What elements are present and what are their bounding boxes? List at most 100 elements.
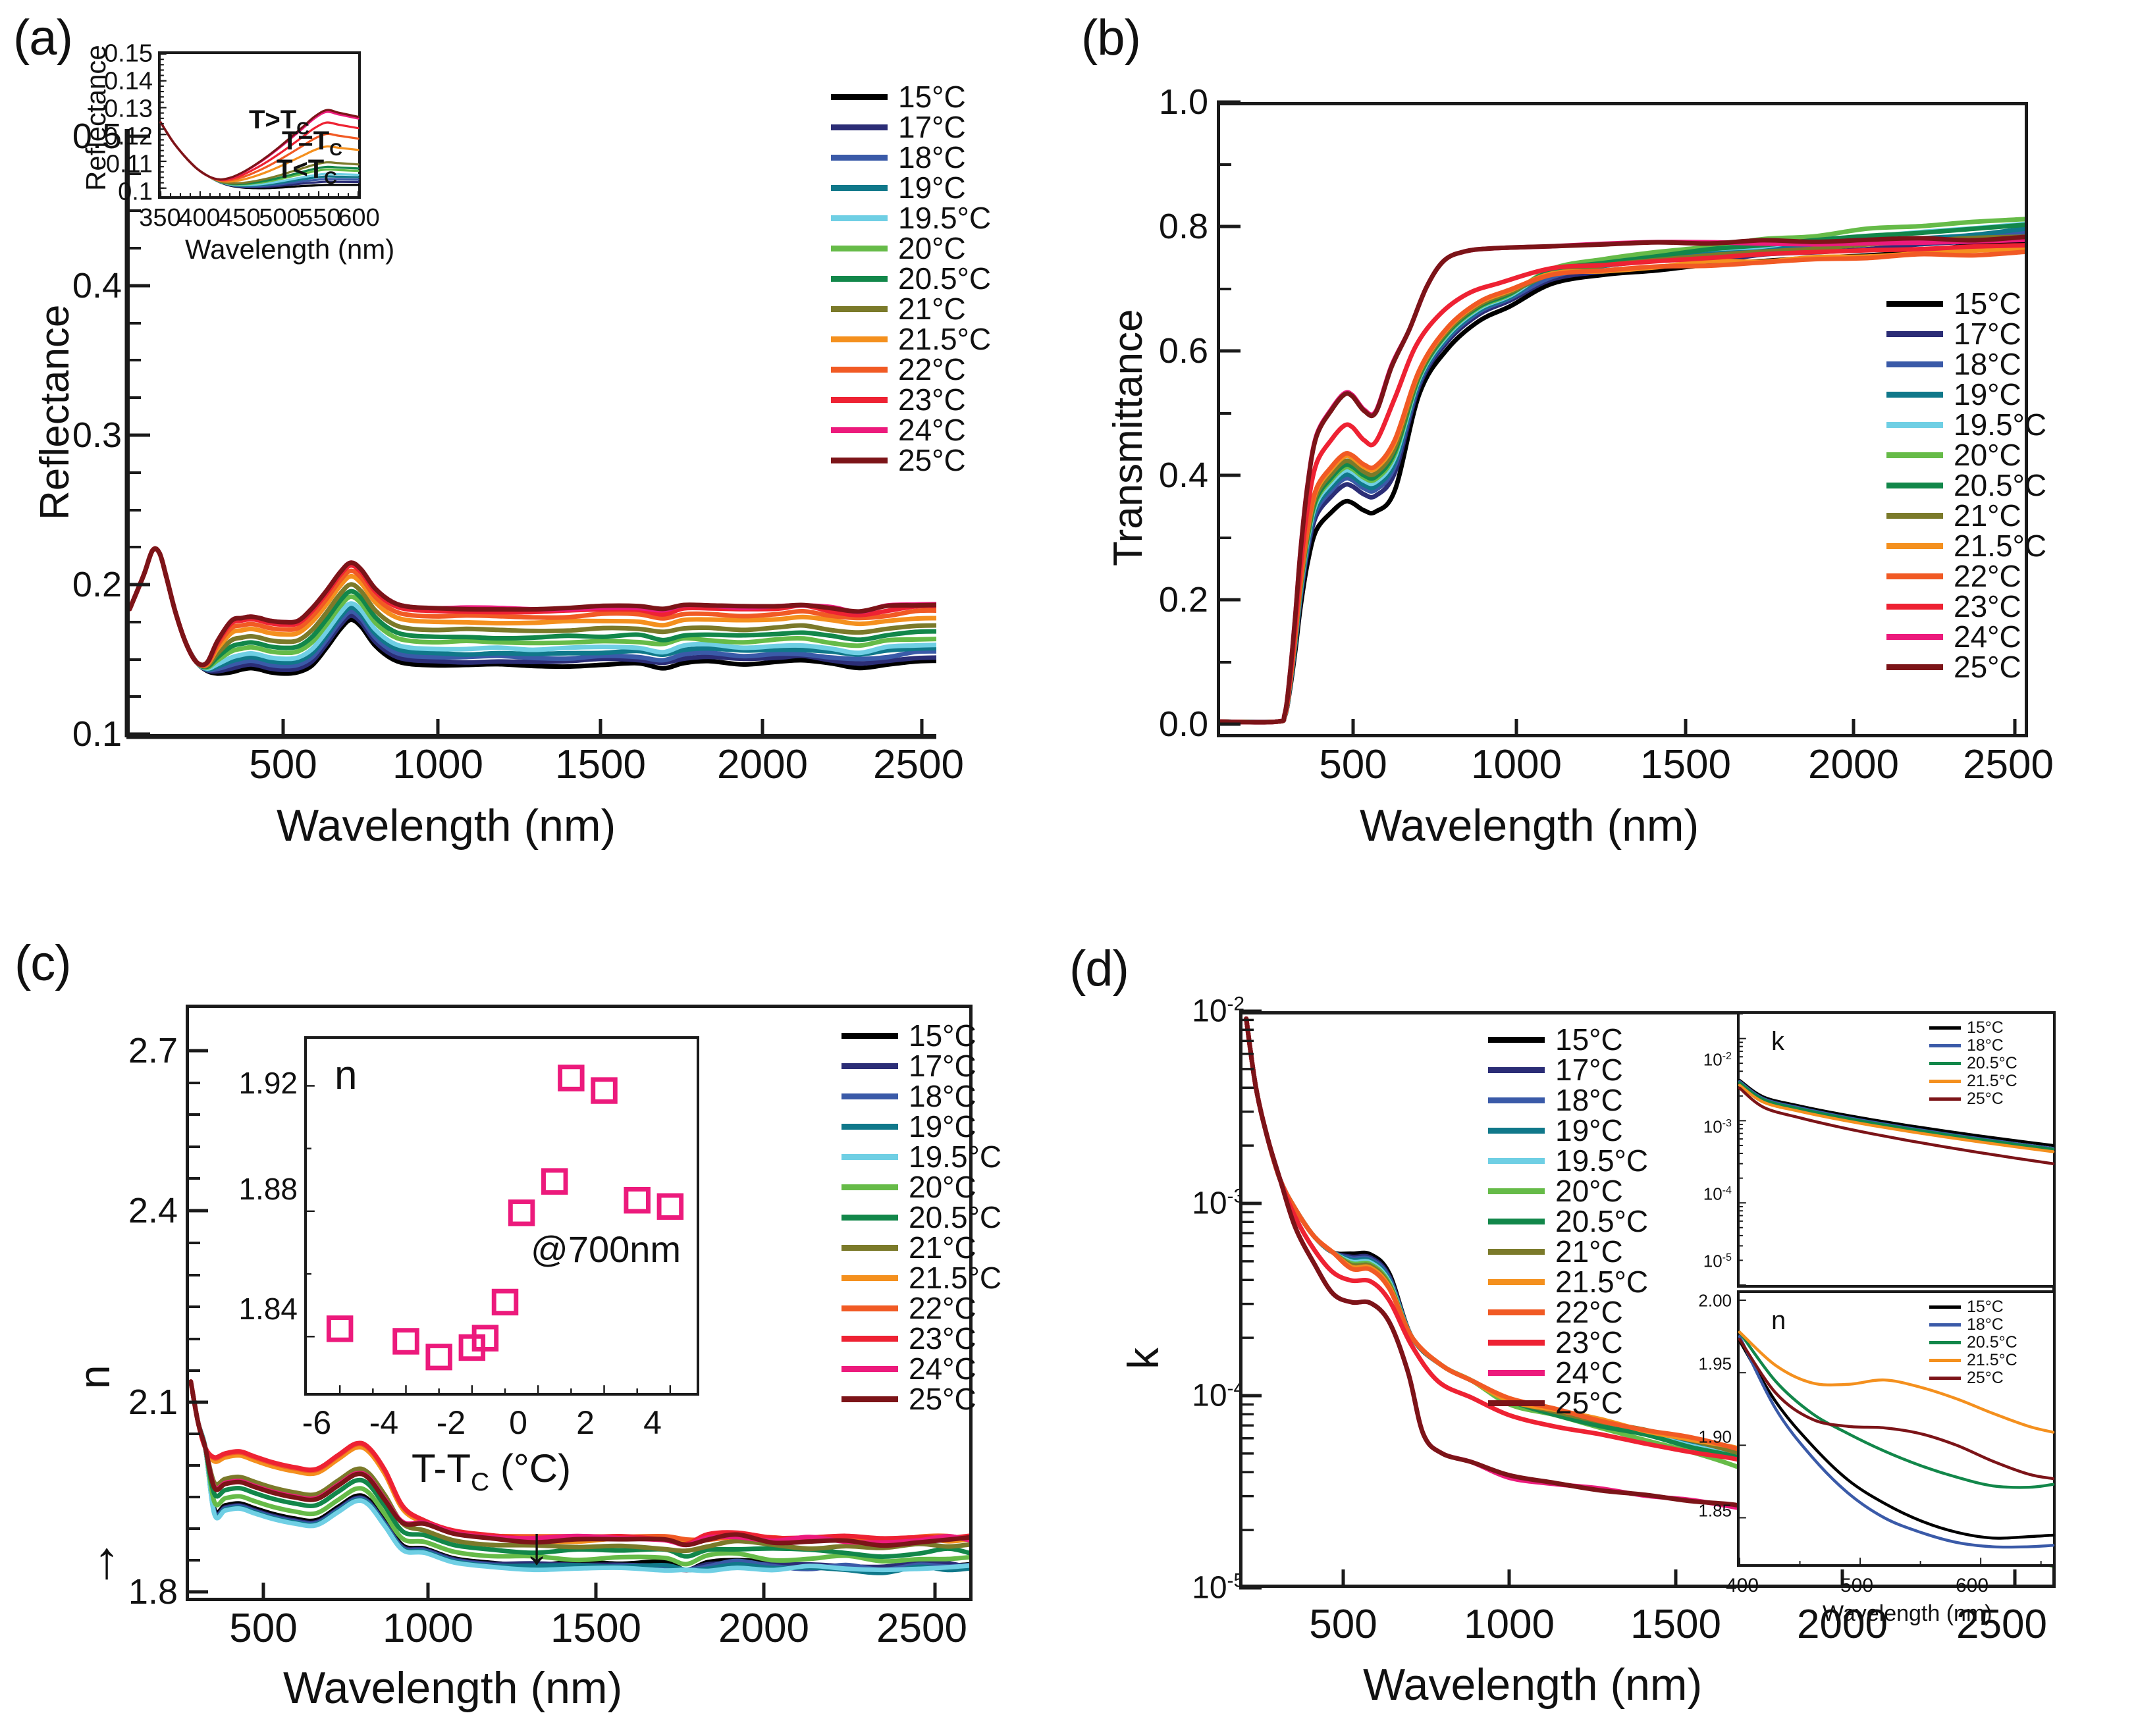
legend-item[interactable]: 18°C [1929,1316,2017,1333]
legend-item[interactable]: 25°C [1886,652,2046,682]
legend-item[interactable]: 22°C [1886,559,2046,593]
panel-d-inset-n-ytick-1: 1.90 [1698,1427,1732,1447]
legend-item[interactable]: 21.5°C [841,1263,1001,1293]
legend-item[interactable]: 20.5°C [1488,1206,1648,1236]
legend-item[interactable]: 19°C [1488,1113,1648,1147]
legend-item[interactable]: 20.5°C [841,1200,1002,1234]
legend-item[interactable]: 22°C [831,354,991,384]
panel-a-inset-xtick-2: 450 [219,204,261,232]
legend-item-label: 23°C [898,382,966,417]
panel-c-x-axis-title: Wavelength (nm) [283,1663,623,1713]
panel-c-inset-ytick-1: 1.88 [238,1172,298,1206]
legend-item[interactable]: 21°C [831,294,991,324]
legend-item-label: 20.5°C [909,1200,1002,1234]
legend-item[interactable]: 22°C [1488,1297,1648,1327]
legend-item[interactable]: 20.5°C [1886,470,2046,500]
legend-item[interactable]: 21°C [1886,500,2046,531]
legend-item[interactable]: 25°C [1929,1369,2017,1386]
legend-item-label: 22°C [1954,559,2021,593]
legend-item[interactable]: 19.5°C [1488,1144,1649,1178]
legend-item[interactable]: 19.5°C [841,1142,1001,1172]
panel-c-legend: 15°C 17°C 18°C 19°C 19.5°C 20°C 20.5°C 21°C 21.5… [841,1020,1002,1415]
legend-item[interactable]: 24°C [1488,1355,1648,1390]
legend-item[interactable]: 21.5°C [831,324,991,354]
legend-item[interactable]: 17°C [841,1051,1001,1081]
legend-item-label: 20.5°C [1967,1332,2017,1352]
legend-item-label: 24°C [1555,1355,1623,1390]
legend-color-swatch [841,1214,898,1221]
panel-b-plot-area [1217,102,2028,737]
legend-item[interactable]: 19.5°C [831,203,991,233]
panel-d-inset-k-ytick-0: 10-5 [1703,1251,1732,1271]
legend-item[interactable]: 22°C [841,1293,1001,1323]
legend-item[interactable]: 24°C [1886,621,2046,652]
panel-d-xtick-3: 2000 [1797,1602,1888,1647]
legend-item[interactable]: 21°C [841,1232,1001,1263]
legend-item[interactable]: 21.5°C [1886,531,2046,561]
legend-item[interactable]: 18°C [1488,1083,1648,1117]
panel-a-inset-ytick-0: 0.1 [118,178,153,206]
legend-item[interactable]: 15°C [841,1020,1001,1051]
panel-d-inset-n-svg [1738,1293,2055,1564]
legend-item[interactable]: 23°C [1886,589,2046,623]
legend-item[interactable]: 15°C [1929,1019,2017,1036]
legend-item-label: 19°C [1555,1113,1623,1147]
panel-d-inset-k-ytick-2: 10-3 [1703,1117,1732,1137]
legend-item[interactable]: 21°C [1488,1234,1648,1269]
legend-item[interactable]: 24°C [831,413,991,447]
legend-item[interactable]: 18°C [1886,349,2046,379]
down-arrow-annotation: ↓ [523,1516,550,1575]
panel-a-xtick-1: 1000 [392,742,483,787]
legend-item-label: 24°C [898,413,966,447]
legend-item[interactable]: 15°C [1886,288,2046,319]
legend-item[interactable]: 17°C [831,112,991,142]
legend-color-swatch [841,1063,898,1069]
panel-c-xtick-2: 1500 [550,1606,641,1651]
legend-item[interactable]: 15°C [1488,1024,1648,1055]
legend-item[interactable]: 23°C [841,1323,1001,1354]
legend-color-swatch [1886,664,1943,670]
legend-item[interactable]: 17°C [1488,1055,1648,1085]
panel-a-inset-y-title: Reflectance [80,45,111,191]
legend-item[interactable]: 19°C [841,1111,1001,1142]
legend-item[interactable]: 20.5°C [1929,1055,2017,1072]
legend-item[interactable]: 21.5°C [1488,1267,1648,1297]
panel-c-xtick-1: 1000 [383,1606,473,1651]
legend-item[interactable]: 20°C [831,233,991,263]
legend-item[interactable]: 23°C [831,382,991,417]
legend-item[interactable]: 20°C [841,1172,1001,1202]
legend-item[interactable]: 20°C [1886,440,2046,470]
legend-color-swatch [841,1275,898,1281]
legend-color-swatch [1886,603,1943,610]
legend-item[interactable]: 20.5°C [1929,1334,2017,1351]
legend-item[interactable]: 21.5°C [1929,1352,2017,1369]
legend-item[interactable]: 15°C [831,82,991,112]
legend-item[interactable]: 20.5°C [831,263,991,294]
legend-item[interactable]: 25°C [1929,1090,2017,1107]
legend-item[interactable]: 21.5°C [1929,1072,2017,1090]
legend-item[interactable]: 18°C [831,142,991,172]
legend-item[interactable]: 18°C [841,1081,1001,1111]
panel-a-inset-xtick-5: 600 [338,204,380,232]
legend-item[interactable]: 18°C [1929,1037,2017,1054]
panel-d: (d) k Wavelength (nm) 10-5 10-4 10-3 10-… [1067,869,2136,1736]
legend-item[interactable]: 17°C [1886,319,2046,349]
legend-item[interactable]: 25°C [841,1384,1001,1414]
legend-item-label: 23°C [1954,589,2021,623]
panel-c-svg [189,1008,969,1598]
legend-item[interactable]: 19.5°C [1886,409,2046,440]
legend-item[interactable]: 25°C [831,445,991,475]
legend-color-swatch [1929,1097,1961,1101]
legend-item[interactable]: 20°C [1488,1176,1648,1206]
legend-item-label: 19.5°C [1555,1144,1649,1178]
legend-item[interactable]: 23°C [1488,1327,1648,1357]
legend-item[interactable]: 19°C [831,172,991,203]
legend-item-label: 21°C [1555,1234,1623,1269]
legend-item[interactable]: 24°C [841,1352,1001,1386]
legend-item[interactable]: 25°C [1488,1388,1648,1418]
panel-c-inset-ytick-0: 1.84 [238,1292,298,1326]
legend-item[interactable]: 19°C [1886,379,2046,409]
legend-item-label: 24°C [909,1352,976,1386]
legend-item[interactable]: 15°C [1929,1298,2017,1315]
legend-item-label: 18°C [1555,1083,1623,1117]
